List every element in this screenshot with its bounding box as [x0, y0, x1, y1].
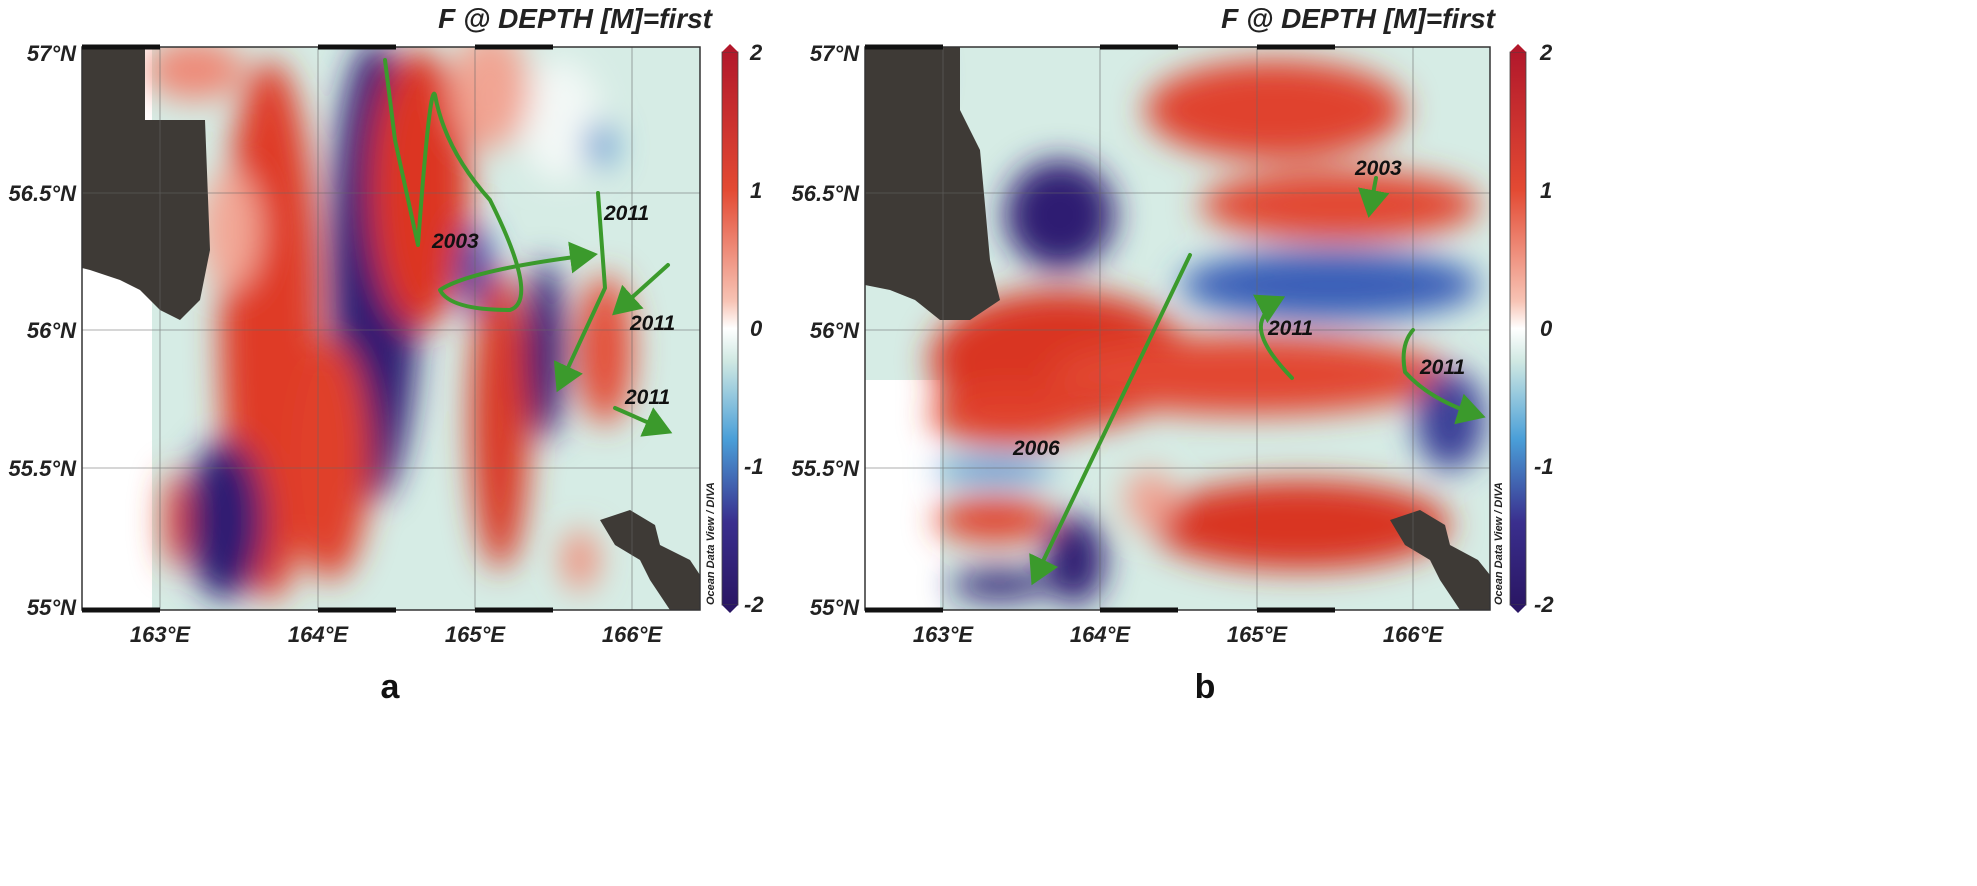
lat-tick: 57°N — [810, 41, 860, 66]
frame-ticks — [82, 44, 553, 613]
colorbar-tick: -1 — [1534, 454, 1554, 479]
track-2003 — [1357, 176, 1390, 218]
track-label: 2011 — [624, 386, 670, 409]
colorbar-tick: 0 — [750, 316, 763, 341]
colorbar-tick: -1 — [744, 454, 764, 479]
panel-title: F @ DEPTH [M]=first — [1221, 3, 1497, 34]
heatmap-field — [865, 47, 1490, 610]
panel-title: F @ DEPTH [M]=first — [438, 3, 714, 34]
track-2011-b — [612, 263, 670, 316]
track-label: 2006 — [1012, 437, 1060, 460]
track-2011-a — [553, 191, 607, 393]
track-2011-b — [1401, 328, 1486, 425]
colorbar-tick: 2 — [749, 40, 763, 65]
lon-tick: 165°E — [1227, 622, 1289, 647]
colorbar-tick: 1 — [750, 178, 762, 203]
panel-label: b — [1195, 668, 1216, 706]
lat-axis: 57°N 56.5°N 56°N 55.5°N 55°N — [8, 41, 77, 620]
lat-tick: 55°N — [810, 595, 860, 620]
heatmap-field — [82, 47, 700, 610]
lon-tick: 164°E — [288, 622, 350, 647]
track-label: 2003 — [1354, 157, 1402, 180]
credit: Ocean Data View / DIVA — [1493, 482, 1505, 605]
colorbar-tick: 2 — [1539, 40, 1553, 65]
colorbar: 2 1 0 -1 -2 — [721, 40, 764, 617]
lat-axis: 57°N 56.5°N 56°N 55.5°N 55°N — [791, 41, 860, 620]
track-label: 2011 — [629, 312, 675, 335]
lat-tick: 55°N — [27, 595, 77, 620]
colorbar-tick: 1 — [1540, 178, 1552, 203]
panel-a: F @ DEPTH [M]=first — [8, 3, 764, 706]
track-label: 2011 — [1267, 317, 1313, 340]
land-commander-islands — [600, 510, 700, 610]
eddy-tracks: 2003 2011 2011 2011 — [383, 58, 675, 437]
panel-label: a — [381, 668, 401, 706]
panel-b: F @ DEPTH [M]=first — [791, 3, 1554, 706]
track-2006 — [1029, 253, 1192, 586]
lon-tick: 163°E — [913, 622, 975, 647]
colorbar-tick: -2 — [1534, 592, 1554, 617]
lon-axis: 163°E 164°E 165°E 166°E — [913, 622, 1445, 647]
lon-tick: 166°E — [602, 622, 664, 647]
lat-tick: 57°N — [27, 41, 77, 66]
lat-tick: 56.5°N — [791, 181, 860, 206]
lat-tick: 55.5°N — [8, 456, 77, 481]
lon-tick: 163°E — [130, 622, 192, 647]
frame-ticks — [865, 44, 1335, 613]
colorbar: 2 1 0 -1 -2 — [1509, 40, 1554, 617]
colorbar-tick: -2 — [744, 592, 764, 617]
track-label: 2011 — [603, 202, 649, 225]
lat-tick: 56°N — [27, 318, 77, 343]
land-commander-islands — [1390, 510, 1490, 610]
lon-tick: 165°E — [445, 622, 507, 647]
credit: Ocean Data View / DIVA — [705, 482, 717, 605]
lon-tick: 166°E — [1383, 622, 1445, 647]
track-label: 2011 — [1419, 356, 1465, 379]
colorbar-tick: 0 — [1540, 316, 1553, 341]
lat-tick: 56.5°N — [8, 181, 77, 206]
land-kamchatka — [82, 47, 210, 320]
lat-tick: 55.5°N — [791, 456, 860, 481]
lon-axis: 163°E 164°E 165°E 166°E — [130, 622, 664, 647]
lon-tick: 164°E — [1070, 622, 1132, 647]
lat-tick: 56°N — [810, 318, 860, 343]
land-kamchatka — [865, 47, 1000, 320]
track-2003 — [383, 58, 598, 312]
graticule — [82, 47, 700, 610]
track-2011-a — [1252, 294, 1294, 380]
eddy-tracks: 2003 2006 2011 2011 — [1012, 157, 1486, 586]
track-2011-c — [613, 406, 673, 437]
track-label: 2003 — [431, 230, 479, 253]
